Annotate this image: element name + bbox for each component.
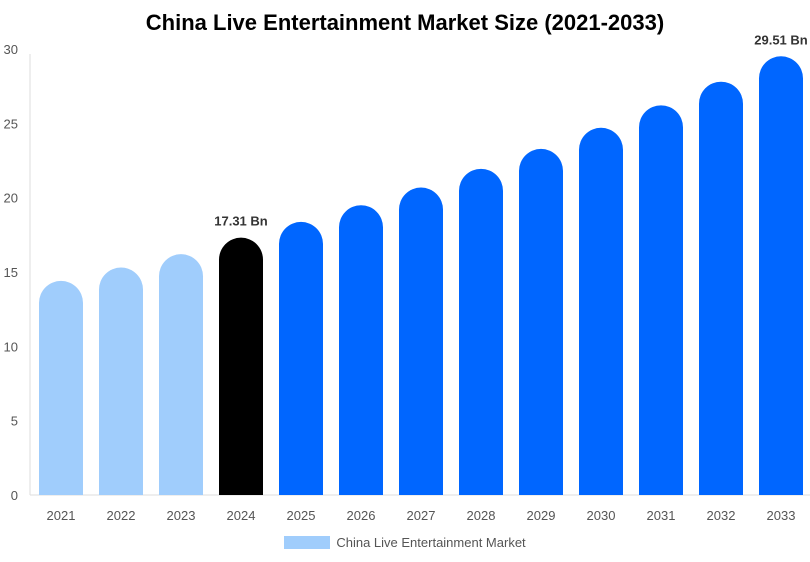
- bar-2026: [339, 205, 383, 495]
- bar-2021: [39, 280, 83, 495]
- x-tick-label: 2026: [347, 508, 376, 523]
- y-tick-label: 5: [11, 414, 18, 429]
- legend[interactable]: China Live Entertainment Market: [0, 535, 810, 550]
- data-label-2024: 17.31 Bn: [214, 214, 268, 229]
- legend-label: China Live Entertainment Market: [336, 535, 526, 550]
- y-tick-label: 25: [4, 116, 18, 131]
- x-tick-label: 2024: [227, 508, 256, 523]
- x-tick-label: 2032: [707, 508, 736, 523]
- x-tick-label: 2029: [527, 508, 556, 523]
- x-tick-label: 2023: [167, 508, 196, 523]
- bar-2029: [519, 148, 563, 496]
- x-tick-label: 2021: [47, 508, 76, 523]
- y-tick-label: 15: [4, 265, 18, 280]
- x-tick-label: 2033: [767, 508, 796, 523]
- x-tick-label: 2022: [107, 508, 136, 523]
- bar-2023: [159, 254, 203, 495]
- chart-title: China Live Entertainment Market Size (20…: [145, 10, 665, 35]
- x-tick-label: 2031: [647, 508, 676, 523]
- bar-2032: [699, 81, 743, 496]
- x-tick-label: 2030: [587, 508, 616, 523]
- y-tick-label: 30: [4, 42, 18, 57]
- y-tick-label: 10: [4, 339, 18, 354]
- bar-2033: [759, 56, 803, 496]
- y-tick-label: 20: [4, 191, 18, 206]
- bar-2022: [99, 267, 143, 495]
- x-tick-label: 2027: [407, 508, 436, 523]
- bar-2030: [579, 127, 623, 496]
- y-tick-label: 0: [11, 488, 18, 503]
- bar-2028: [459, 168, 503, 496]
- bar-2025: [279, 221, 323, 495]
- bar-2027: [399, 187, 443, 495]
- bar-2031: [639, 105, 683, 495]
- x-tick-label: 2028: [467, 508, 496, 523]
- data-label-2033: 29.51 Bn: [754, 32, 808, 47]
- legend-swatch: [284, 536, 331, 549]
- bar-2024: [219, 237, 263, 495]
- x-tick-label: 2025: [287, 508, 316, 523]
